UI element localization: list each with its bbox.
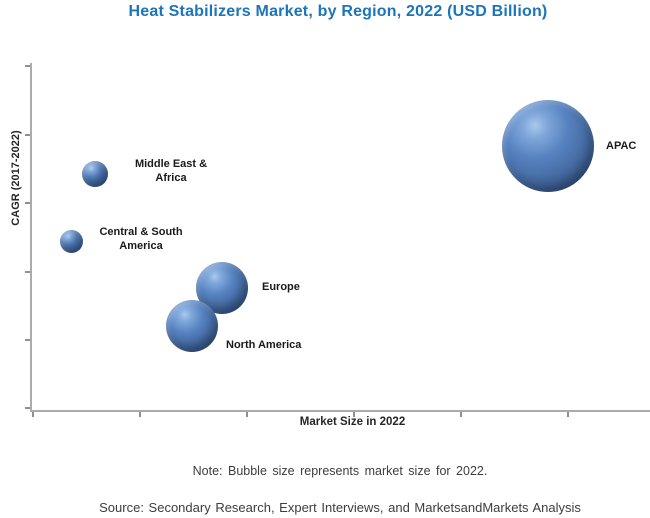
x-axis-line	[30, 410, 650, 412]
bubble-label-north-america: North America	[226, 339, 302, 351]
note-text: Note: Bubble size represents market size…	[192, 464, 488, 478]
x-axis-tick-5	[567, 412, 569, 417]
x-axis-tick-3	[353, 412, 355, 417]
bubble-label-central-south-america: Central & South America	[99, 226, 183, 252]
y-axis-title: CAGR (2017-2022)	[10, 130, 22, 226]
bubble-middle-east-africa	[82, 161, 108, 187]
bubble-label-europe: Europe	[262, 281, 300, 293]
y-axis-tick-0	[25, 65, 30, 67]
bubble-apac	[502, 100, 594, 192]
x-axis-tick-2	[246, 412, 248, 417]
bubble-label-apac: APAC	[606, 140, 637, 152]
x-axis-tick-1	[139, 412, 141, 417]
x-axis-title: Market Size in 2022	[299, 416, 406, 428]
y-axis-tick-3	[25, 271, 30, 273]
y-axis-tick-4	[25, 339, 30, 341]
y-axis-tick-1	[25, 134, 30, 136]
chart-title: Heat Stabilizers Market, by Region, 2022…	[128, 3, 548, 20]
bubble-label-middle-east-africa: Middle East & Africa	[134, 158, 208, 184]
bubble-north-america	[166, 300, 218, 352]
x-axis-tick-4	[460, 412, 462, 417]
bubble-central-south-america	[59, 229, 83, 253]
x-axis-tick-0	[32, 412, 34, 417]
source-text: Source: Secondary Research, Expert Inter…	[99, 500, 581, 515]
y-axis-line	[30, 63, 32, 412]
y-axis-tick-5	[25, 407, 30, 409]
y-axis-tick-2	[25, 202, 30, 204]
